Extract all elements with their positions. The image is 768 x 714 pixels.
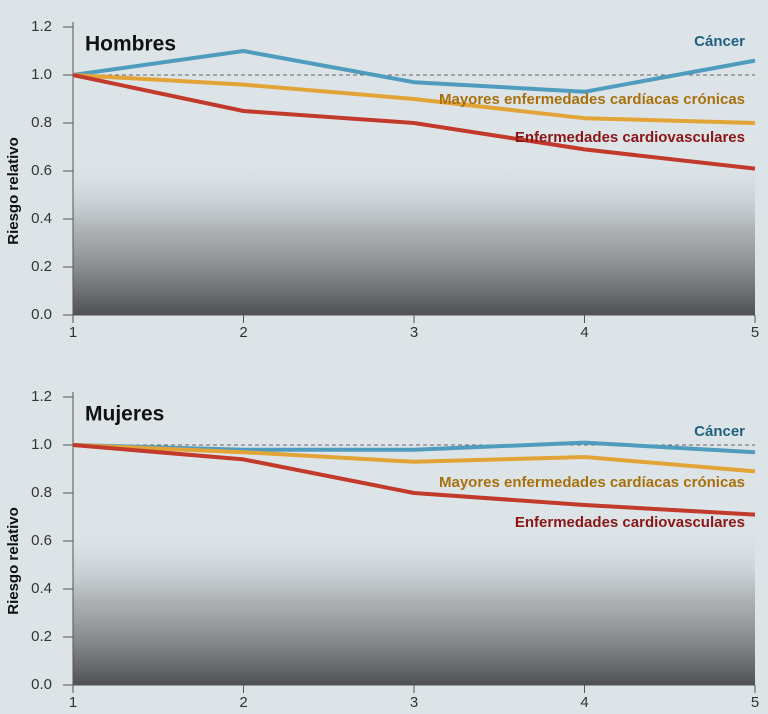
y-tick-label: 0.8 <box>31 114 52 131</box>
series-line <box>72 73 756 125</box>
y-tick-label: 0.0 <box>31 676 52 693</box>
x-tick-label: 3 <box>410 324 418 341</box>
x-tick-label: 1 <box>69 694 77 711</box>
y-tick-label: 0.6 <box>31 532 52 549</box>
photo-area <box>73 156 755 315</box>
y-axis-label: Riesgo relativo <box>5 137 22 245</box>
series-label: Enfermedades cardiovasculares <box>515 514 745 531</box>
series-label: Enfermedades cardiovasculares <box>515 129 745 146</box>
chart-title: Mujeres <box>85 403 164 426</box>
x-tick-label: 2 <box>239 694 247 711</box>
y-tick-label: 1.0 <box>31 436 52 453</box>
x-tick-label: 5 <box>751 324 759 341</box>
series-line <box>72 73 756 171</box>
series-line <box>72 443 756 517</box>
y-tick-label: 0.2 <box>31 628 52 645</box>
y-tick-label: 0.4 <box>31 210 52 227</box>
x-tick-label: 5 <box>751 694 759 711</box>
series-line <box>72 443 756 474</box>
y-tick-label: 1.2 <box>31 18 52 35</box>
y-tick-label: 0.0 <box>31 306 52 323</box>
series-label: Mayores enfermedades cardíacas crónicas <box>439 474 745 491</box>
series-label: Cáncer <box>694 423 745 440</box>
y-axis-label: Riesgo relativo <box>5 507 22 615</box>
y-tick-label: 0.4 <box>31 580 52 597</box>
y-tick-label: 0.2 <box>31 258 52 275</box>
x-tick-label: 3 <box>410 694 418 711</box>
series-label: Cáncer <box>694 33 745 50</box>
y-tick-label: 1.2 <box>31 388 52 405</box>
chart-title: Hombres <box>85 33 176 56</box>
y-tick-label: 0.8 <box>31 484 52 501</box>
x-tick-label: 4 <box>580 324 588 341</box>
x-tick-label: 1 <box>69 324 77 341</box>
series-line <box>72 49 756 94</box>
photo-area <box>73 526 755 685</box>
x-tick-label: 2 <box>239 324 247 341</box>
x-tick-label: 4 <box>580 694 588 711</box>
y-tick-label: 0.6 <box>31 162 52 179</box>
y-tick-label: 1.0 <box>31 66 52 83</box>
series-label: Mayores enfermedades cardíacas crónicas <box>439 91 745 108</box>
